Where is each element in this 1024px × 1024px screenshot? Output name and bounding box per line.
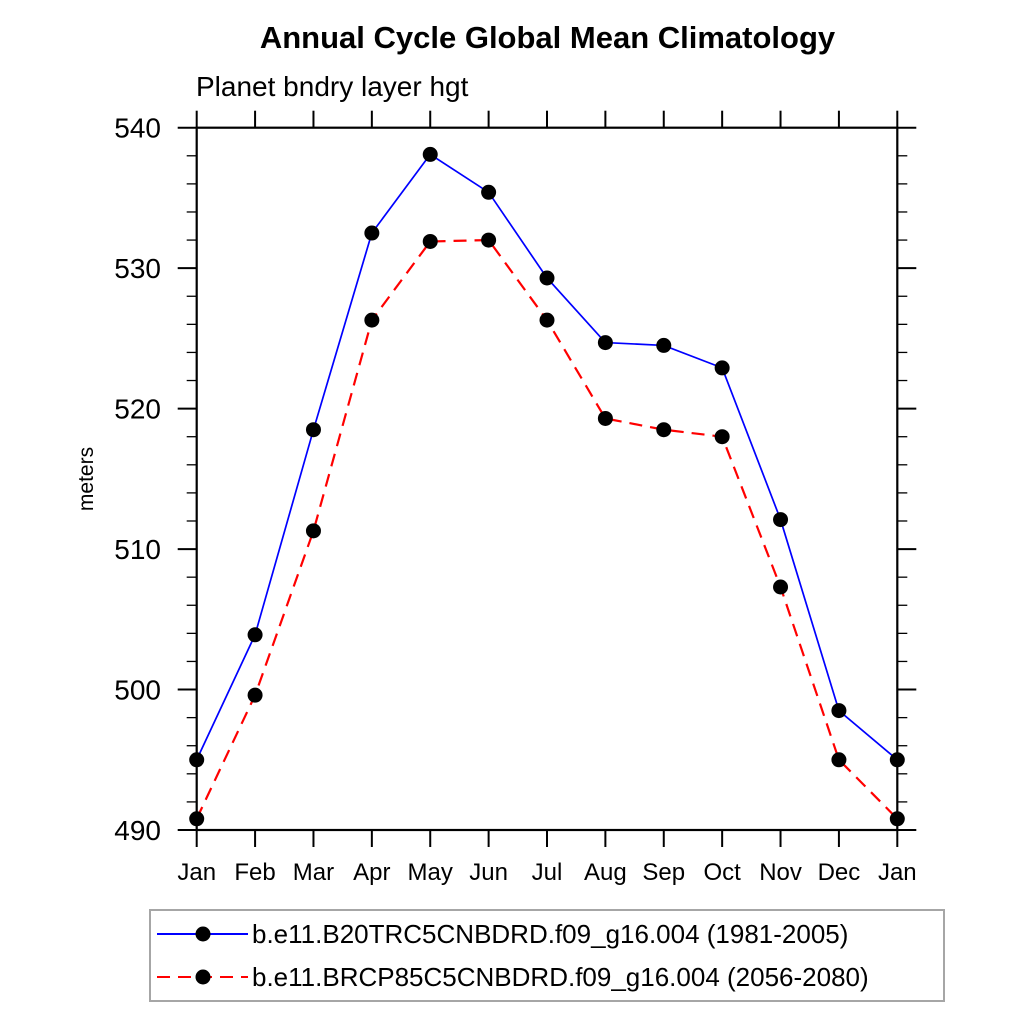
legend-label: b.e11.B20TRC5CNBDRD.f09_g16.004 (1981-20… (252, 918, 849, 949)
data-point-marker (539, 270, 555, 286)
chart-subtitle: Planet bndry layer hgt (196, 71, 469, 102)
x-tick-label: Jan (878, 859, 917, 886)
data-point-marker (714, 360, 730, 376)
x-tick-label: Feb (234, 859, 275, 886)
data-point-marker (889, 811, 905, 827)
data-point-marker (247, 687, 263, 703)
data-point-marker (714, 429, 730, 445)
data-point-marker (189, 811, 205, 827)
x-tick-label: Jun (469, 859, 508, 886)
x-tick-label: Aug (584, 859, 627, 886)
y-tick-label: 510 (114, 534, 161, 565)
x-tick-label: Nov (759, 859, 802, 886)
data-point-marker (481, 184, 497, 200)
plot-border (195, 126, 899, 832)
data-point-marker (539, 312, 555, 328)
data-point-marker (189, 752, 205, 768)
data-point-marker (597, 335, 613, 351)
legend-marker-icon (195, 969, 211, 985)
legend-item: b.e11.BRCP85C5CNBDRD.f09_g16.004 (2056-2… (153, 957, 943, 997)
x-tick-label: Jul (532, 859, 563, 886)
data-point-marker (773, 579, 789, 595)
chart-title: Annual Cycle Global Mean Climatology (259, 20, 836, 55)
data-point-marker (597, 410, 613, 426)
legend-marker-icon (195, 926, 211, 942)
data-point-marker (305, 422, 321, 438)
x-tick-label: Sep (642, 859, 685, 886)
data-point-marker (656, 337, 672, 353)
data-point-marker (481, 232, 497, 248)
series-line-0 (195, 153, 898, 761)
x-tick-label: May (408, 859, 453, 886)
x-tick-label: Jan (177, 859, 216, 886)
x-tick-label: Apr (353, 859, 390, 886)
data-point-marker (889, 752, 905, 768)
data-point-marker (773, 512, 789, 528)
data-point-marker (422, 146, 438, 162)
data-point-marker (364, 312, 380, 328)
legend-line-sample-solid (157, 926, 248, 942)
y-tick-label: 490 (114, 815, 161, 846)
data-point-marker (247, 627, 263, 643)
x-tick-label: Mar (293, 859, 334, 886)
y-tick-label: 500 (114, 675, 161, 706)
data-point-marker (305, 523, 321, 539)
legend-line-sample-dashed (157, 969, 248, 985)
data-point-marker (422, 233, 438, 249)
y-tick-label: 530 (114, 253, 161, 284)
data-point-marker (831, 752, 847, 768)
x-tick-label: Oct (703, 859, 741, 886)
data-point-marker (364, 225, 380, 241)
data-point-marker (656, 422, 672, 438)
legend: b.e11.B20TRC5CNBDRD.f09_g16.004 (1981-20… (149, 909, 945, 1002)
y-tick-label: 520 (114, 394, 161, 425)
data-point-marker (831, 703, 847, 719)
y-tick-label: 540 (114, 113, 161, 144)
legend-label: b.e11.BRCP85C5CNBDRD.f09_g16.004 (2056-2… (252, 961, 869, 992)
legend-item: b.e11.B20TRC5CNBDRD.f09_g16.004 (1981-20… (153, 914, 943, 954)
x-tick-label: Dec (818, 859, 861, 886)
